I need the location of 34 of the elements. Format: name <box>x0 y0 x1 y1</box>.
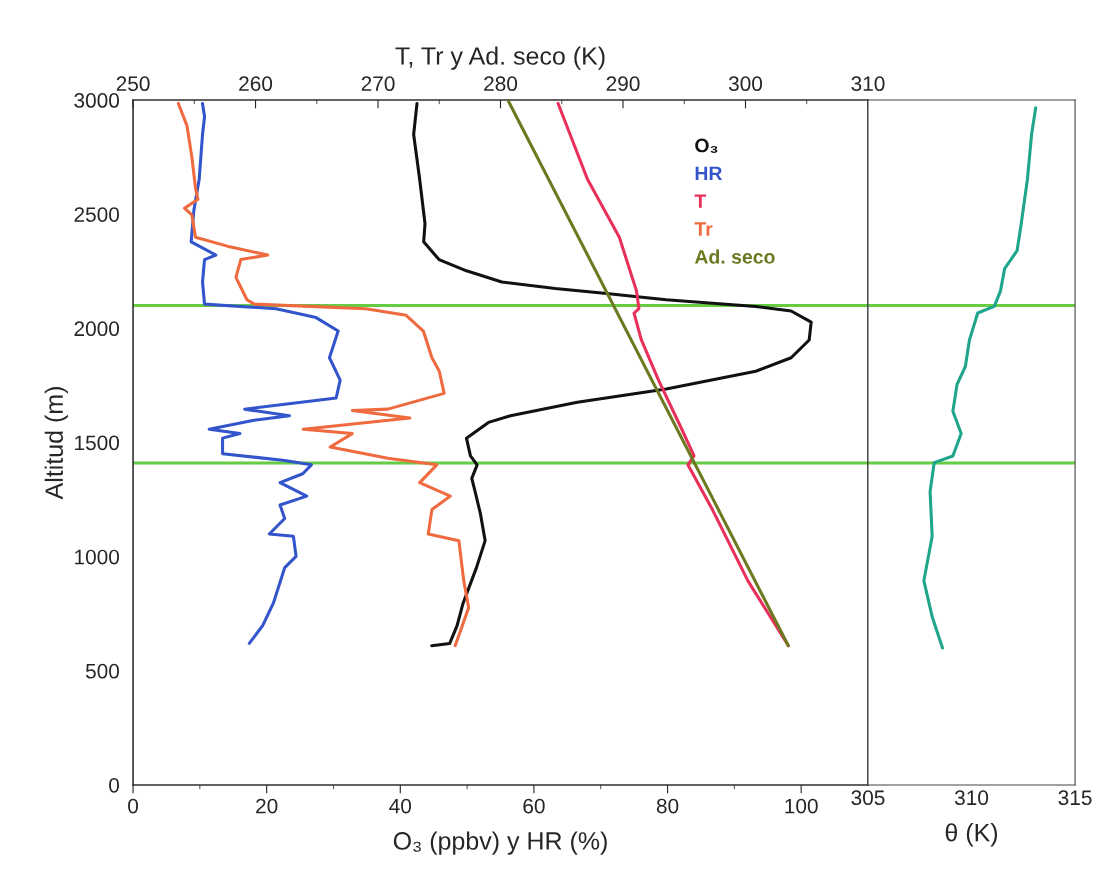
text: Tr <box>694 222 713 236</box>
text: Ad. seco <box>694 249 775 264</box>
x-tick-label: 305 <box>851 790 885 806</box>
x-axis-title: O₃ (ppbv) y HR (%) <box>393 831 607 855</box>
x2-tick-label: 270 <box>361 76 395 92</box>
x2-tick-label: 260 <box>239 76 273 92</box>
text: T <box>694 194 707 208</box>
x-tick-label: 40 <box>389 798 412 814</box>
x-axis-title: θ (K) <box>945 823 998 847</box>
x-tick-label: 315 <box>1058 790 1092 806</box>
y-tick-label: 1500 <box>75 435 120 451</box>
y-tick-label: 500 <box>85 663 120 679</box>
x2-tick-label: 310 <box>851 76 885 92</box>
y-axis-title: Altitud (m) <box>44 387 68 500</box>
x-tick-label: 80 <box>656 798 679 814</box>
x-tick-label: 20 <box>256 798 278 814</box>
text: HR <box>695 166 723 180</box>
x-tick-label: 0 <box>128 798 139 814</box>
x2-tick-label: 300 <box>728 76 763 92</box>
line-series <box>412 101 813 648</box>
y-tick-label: 0 <box>109 777 120 793</box>
x2-tick-label: 290 <box>606 76 640 92</box>
x-tick-label: 60 <box>523 798 545 814</box>
line-series <box>189 101 342 645</box>
text: O₃ <box>695 138 718 153</box>
x-tick-label: 100 <box>785 798 818 814</box>
y-tick-label: 2500 <box>74 207 120 222</box>
x2-tick-label: 280 <box>484 76 518 92</box>
y-tick-label: 2000 <box>74 321 120 337</box>
x2-tick-label: 250 <box>116 76 150 92</box>
x2-axis-title: T, Tr y Ad. seco (K) <box>395 46 605 70</box>
y-tick-label: 1000 <box>75 549 120 565</box>
x-tick-label: 310 <box>954 790 989 806</box>
y-tick-label: 3000 <box>74 93 120 108</box>
